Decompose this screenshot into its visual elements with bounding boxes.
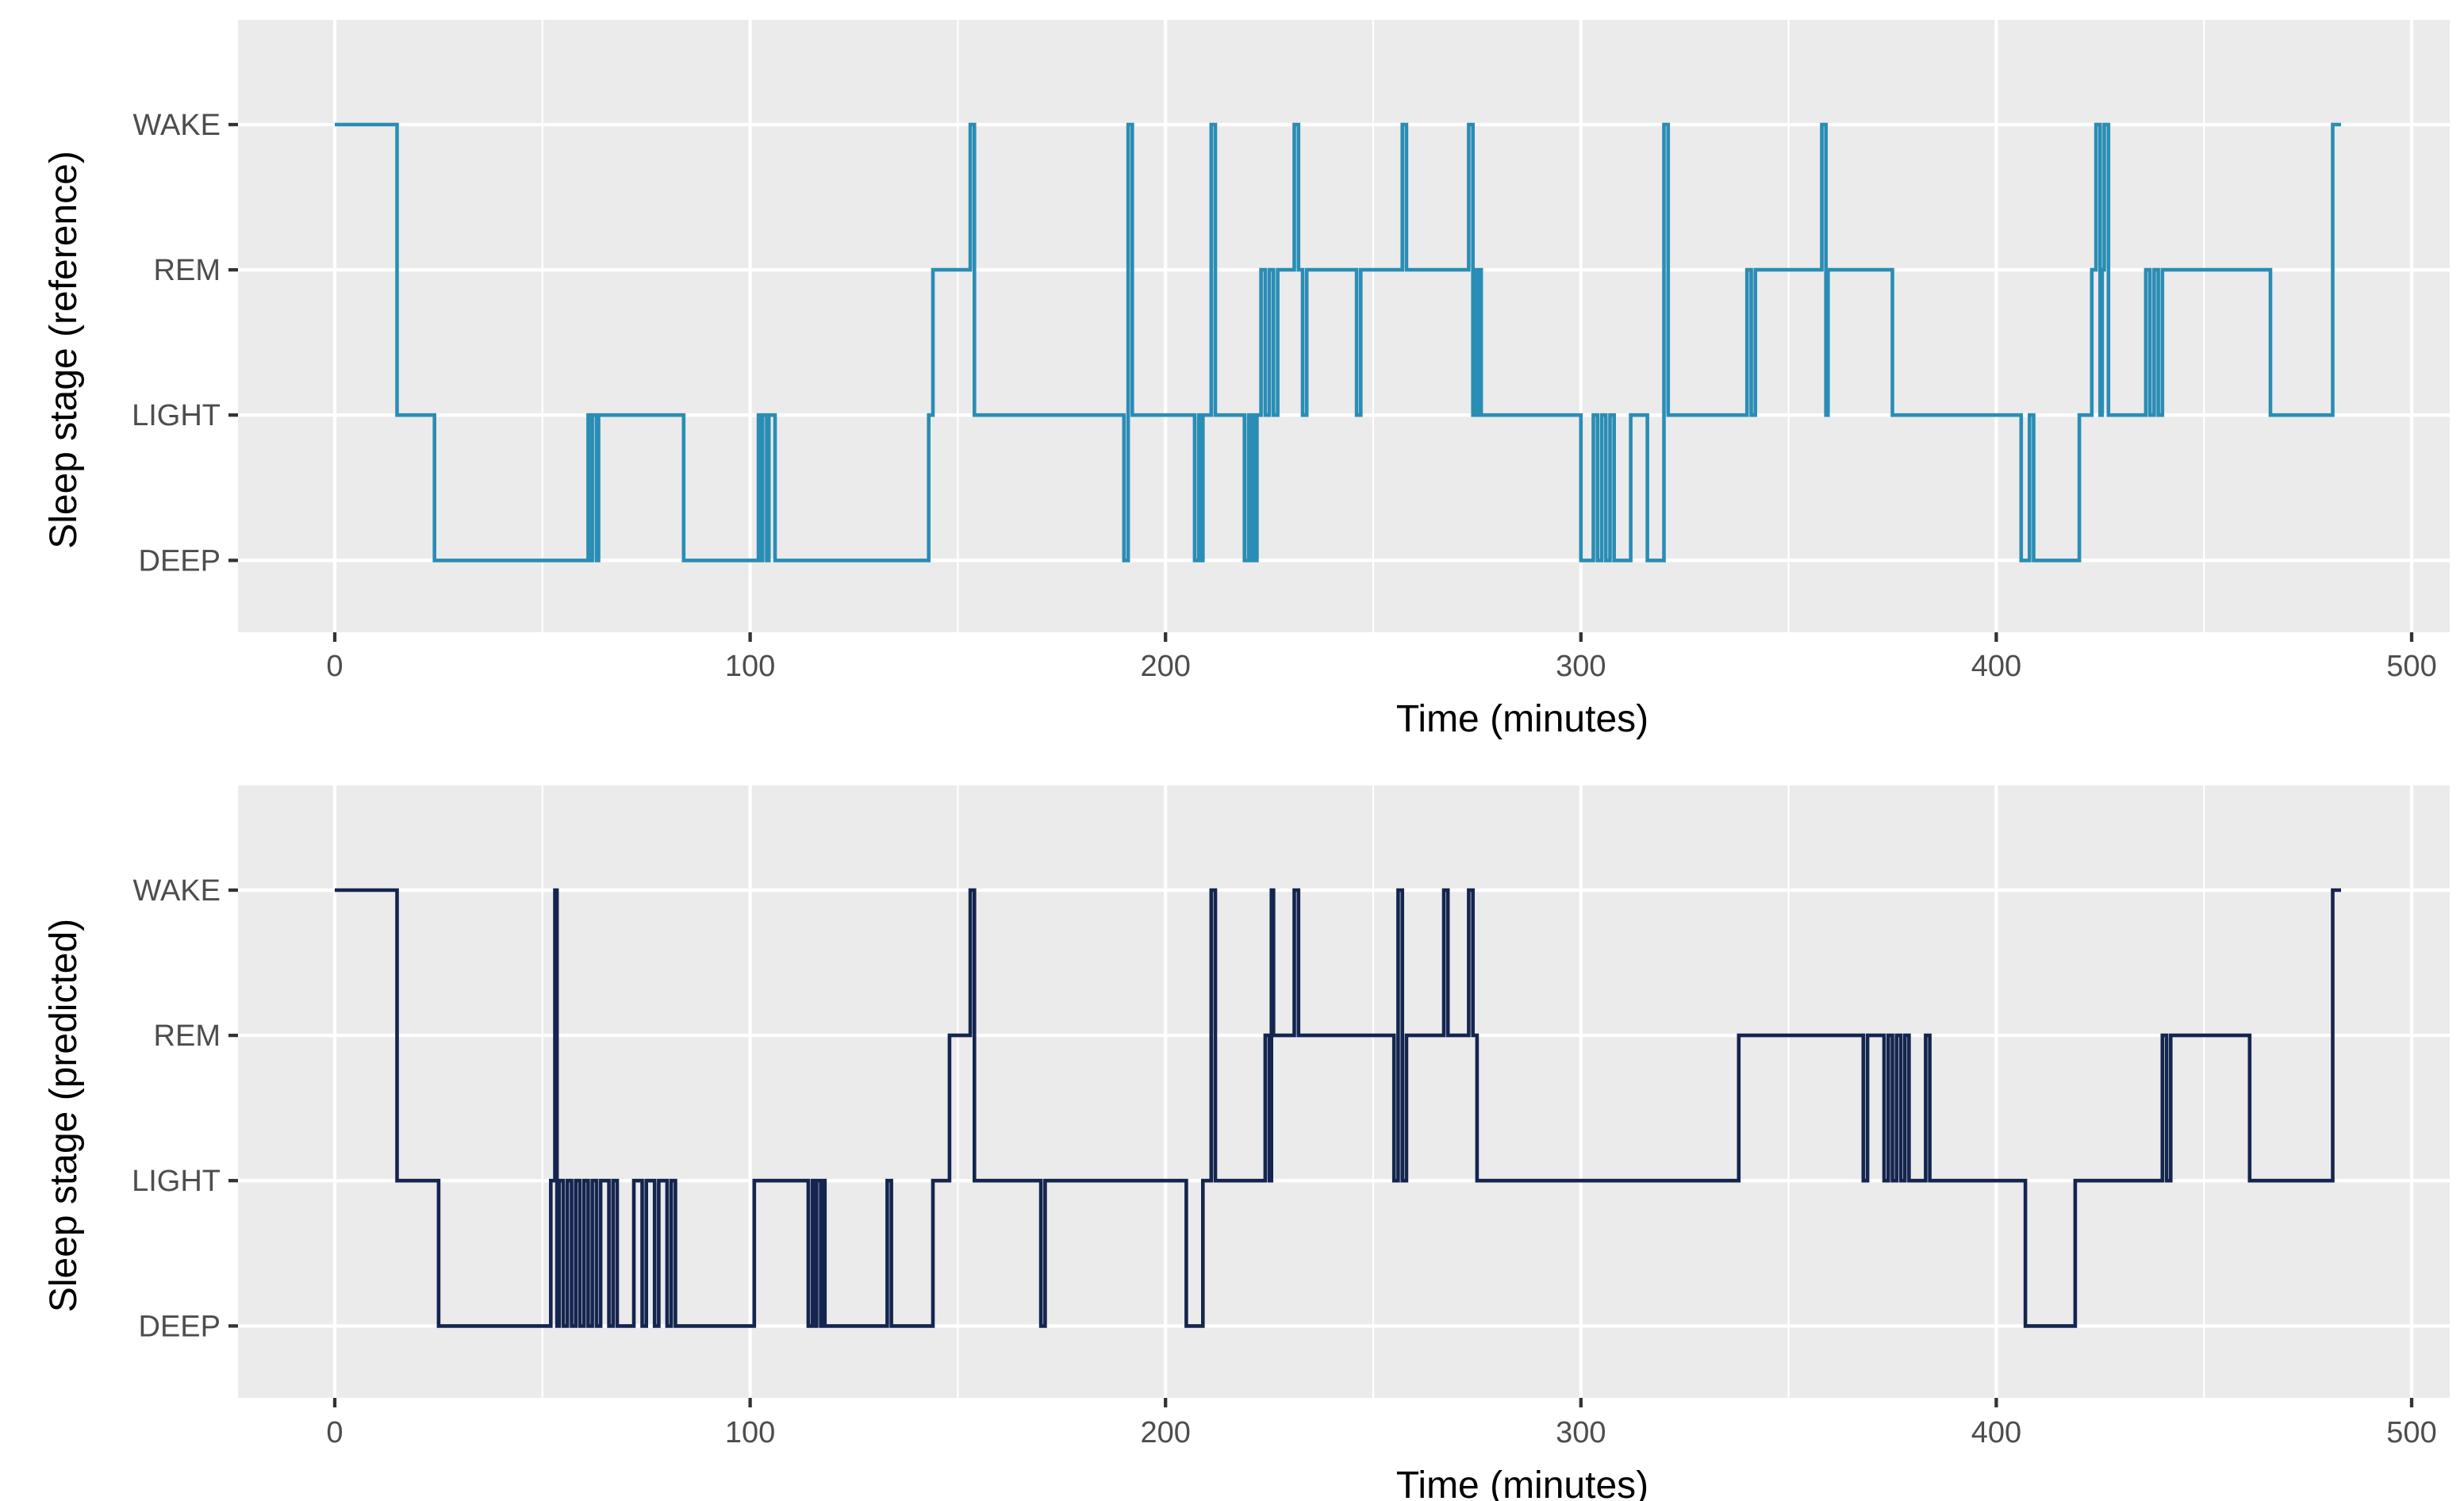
x-tick-label: 500 — [2386, 1416, 2436, 1449]
y-tick-label-light: LIGHT — [132, 399, 221, 432]
y-tick-label-wake: WAKE — [133, 874, 221, 908]
x-tick-label: 300 — [1556, 650, 1606, 683]
y-tick-label-rem: REM — [154, 254, 221, 287]
y-tick-label-rem: REM — [154, 1019, 221, 1053]
y-tick-label-deep: DEEP — [139, 1310, 221, 1343]
y-tick-label-wake: WAKE — [133, 109, 221, 142]
y-tick-label-deep: DEEP — [139, 544, 221, 578]
x-tick-label: 400 — [1971, 1416, 2021, 1449]
x-tick-label: 0 — [326, 1416, 343, 1449]
x-tick-label: 100 — [725, 1416, 775, 1449]
x-tick-label: 200 — [1140, 650, 1190, 683]
x-tick-label: 400 — [1971, 650, 2021, 683]
panel-background — [238, 785, 2450, 1398]
x-tick-label: 0 — [326, 650, 343, 683]
x-tick-label: 500 — [2386, 650, 2436, 683]
reference-panel: DEEP LIGHT REM WAKE 0 100 200 300 400 500 Time (mi… — [43, 20, 2450, 740]
x-tick-label: 300 — [1556, 1416, 1606, 1449]
y-axis-title: Sleep stage (reference) — [43, 151, 85, 549]
x-tick-label: 100 — [725, 650, 775, 683]
y-axis-title: Sleep stage (predicted) — [43, 919, 85, 1312]
y-tick-label-light: LIGHT — [132, 1165, 221, 1198]
x-axis-title: Time (minutes) — [1396, 698, 1648, 740]
reference-step-line — [335, 122, 2341, 562]
x-axis-title: Time (minutes) — [1396, 1465, 1648, 1501]
predicted-panel: DEEP LIGHT REM WAKE 0 100 200 300 400 500 Time (mi… — [43, 785, 2450, 1501]
panel-background — [238, 20, 2450, 632]
predicted-step-line — [335, 888, 2341, 1328]
x-tick-label: 200 — [1140, 1416, 1190, 1449]
